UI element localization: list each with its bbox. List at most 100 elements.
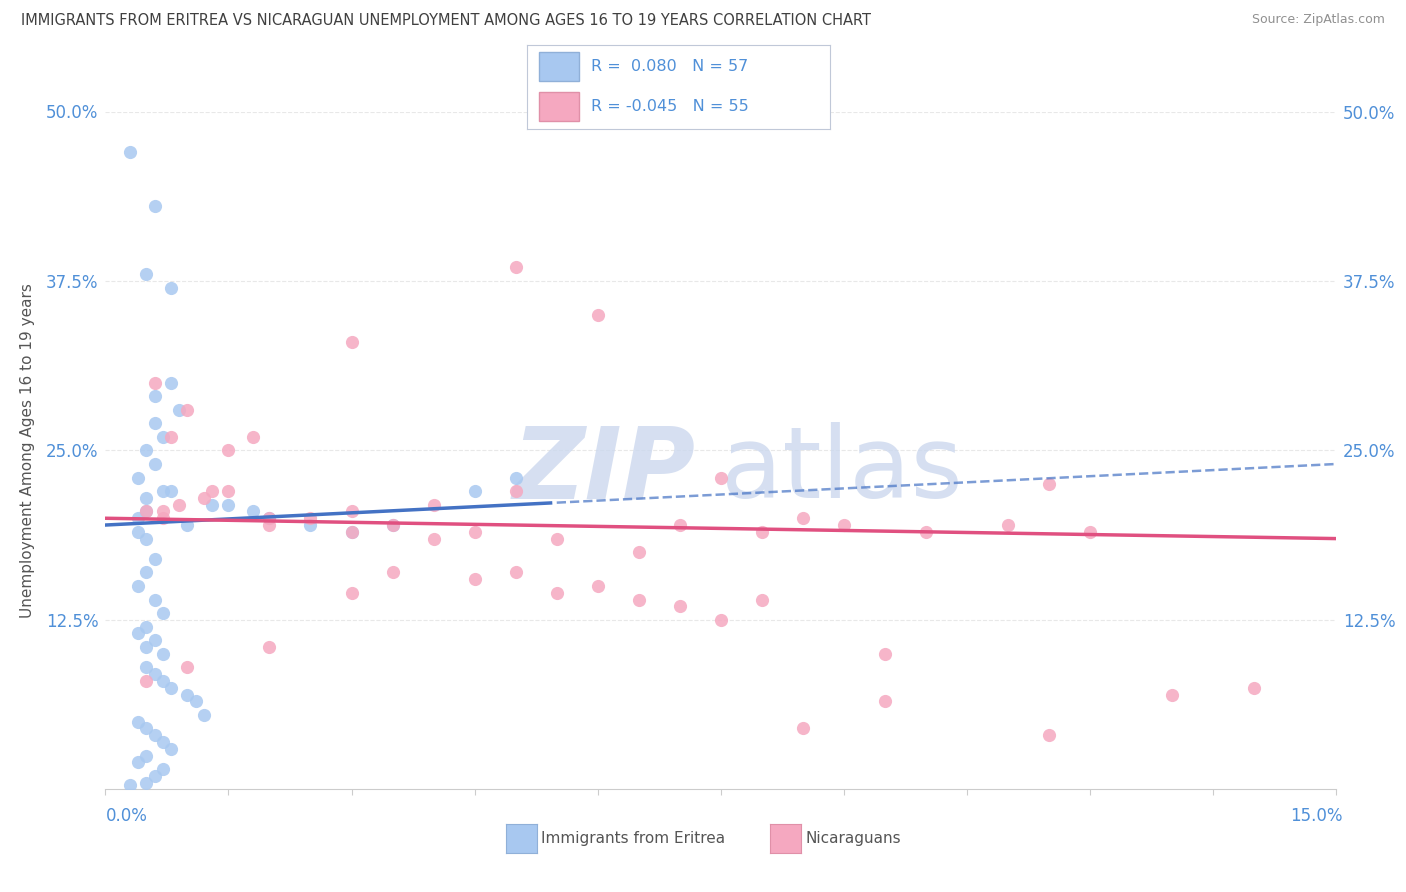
Point xyxy=(1160,688,1182,702)
Point xyxy=(135,748,157,763)
Point xyxy=(627,545,650,559)
Text: 0.0%: 0.0% xyxy=(105,807,148,825)
Point xyxy=(505,484,527,499)
Point xyxy=(160,376,183,390)
Point xyxy=(143,417,166,431)
Point xyxy=(127,626,149,640)
FancyBboxPatch shape xyxy=(540,53,579,81)
Point xyxy=(546,532,568,546)
Point xyxy=(381,566,404,580)
Point xyxy=(127,524,149,539)
Point xyxy=(152,430,174,444)
Text: ZIP: ZIP xyxy=(513,422,696,519)
Point xyxy=(152,735,174,749)
FancyBboxPatch shape xyxy=(540,92,579,120)
Point xyxy=(127,470,149,484)
Point xyxy=(143,199,166,213)
Point xyxy=(143,389,166,403)
Point xyxy=(127,511,149,525)
Point xyxy=(914,524,936,539)
Text: atlas: atlas xyxy=(721,422,962,519)
Point xyxy=(135,566,157,580)
Point xyxy=(218,484,240,499)
Point xyxy=(464,572,486,586)
Point xyxy=(193,707,215,722)
Point xyxy=(160,681,183,695)
Point xyxy=(668,518,690,533)
Point xyxy=(152,762,174,776)
Point xyxy=(135,267,157,281)
Point xyxy=(143,592,166,607)
Text: R = -0.045   N = 55: R = -0.045 N = 55 xyxy=(591,99,748,114)
Point xyxy=(160,430,183,444)
Point xyxy=(120,145,141,160)
Point xyxy=(464,484,486,499)
Point xyxy=(127,579,149,593)
Point xyxy=(505,566,527,580)
Point xyxy=(143,457,166,471)
Point xyxy=(135,660,157,674)
Point xyxy=(218,443,240,458)
Point xyxy=(340,524,363,539)
Point xyxy=(184,694,207,708)
Text: R =  0.080   N = 57: R = 0.080 N = 57 xyxy=(591,59,748,74)
Point xyxy=(710,613,733,627)
Point xyxy=(586,308,609,322)
Point xyxy=(176,660,198,674)
Point xyxy=(135,504,157,518)
Point xyxy=(668,599,690,614)
Point xyxy=(259,511,281,525)
Point xyxy=(505,470,527,484)
Point xyxy=(505,260,527,275)
Point xyxy=(193,491,215,505)
Point xyxy=(201,484,224,499)
Text: IMMIGRANTS FROM ERITREA VS NICARAGUAN UNEMPLOYMENT AMONG AGES 16 TO 19 YEARS COR: IMMIGRANTS FROM ERITREA VS NICARAGUAN UN… xyxy=(21,13,872,29)
Point xyxy=(873,694,896,708)
Point xyxy=(135,640,157,654)
Point xyxy=(143,633,166,648)
Point xyxy=(127,756,149,770)
Point xyxy=(792,722,814,736)
Point xyxy=(135,491,157,505)
Point xyxy=(586,579,609,593)
Point xyxy=(1243,681,1265,695)
Point xyxy=(135,532,157,546)
Point xyxy=(152,606,174,620)
Point xyxy=(873,647,896,661)
Point xyxy=(176,402,198,417)
Point xyxy=(751,524,773,539)
Point xyxy=(1038,477,1060,491)
Point xyxy=(422,532,444,546)
Point xyxy=(160,484,183,499)
Point xyxy=(422,498,444,512)
Point xyxy=(135,504,157,518)
Point xyxy=(464,524,486,539)
Point xyxy=(135,620,157,634)
Point xyxy=(176,688,198,702)
Point xyxy=(152,647,174,661)
Point xyxy=(627,592,650,607)
Point xyxy=(127,714,149,729)
Point xyxy=(143,376,166,390)
Point xyxy=(299,511,322,525)
Point xyxy=(1038,728,1060,742)
Point xyxy=(1078,524,1101,539)
Point xyxy=(152,504,174,518)
Point xyxy=(299,518,322,533)
Point xyxy=(340,334,363,349)
Point xyxy=(997,518,1019,533)
Point xyxy=(135,673,157,688)
Point xyxy=(176,518,198,533)
Point xyxy=(242,504,264,518)
Point xyxy=(143,769,166,783)
Point xyxy=(143,667,166,681)
Point xyxy=(832,518,855,533)
Point xyxy=(143,728,166,742)
Y-axis label: Unemployment Among Ages 16 to 19 years: Unemployment Among Ages 16 to 19 years xyxy=(20,283,35,618)
Point xyxy=(201,498,224,512)
Point xyxy=(169,498,191,512)
Point xyxy=(135,443,157,458)
Text: 15.0%: 15.0% xyxy=(1291,807,1343,825)
Point xyxy=(340,586,363,600)
Point xyxy=(152,484,174,499)
